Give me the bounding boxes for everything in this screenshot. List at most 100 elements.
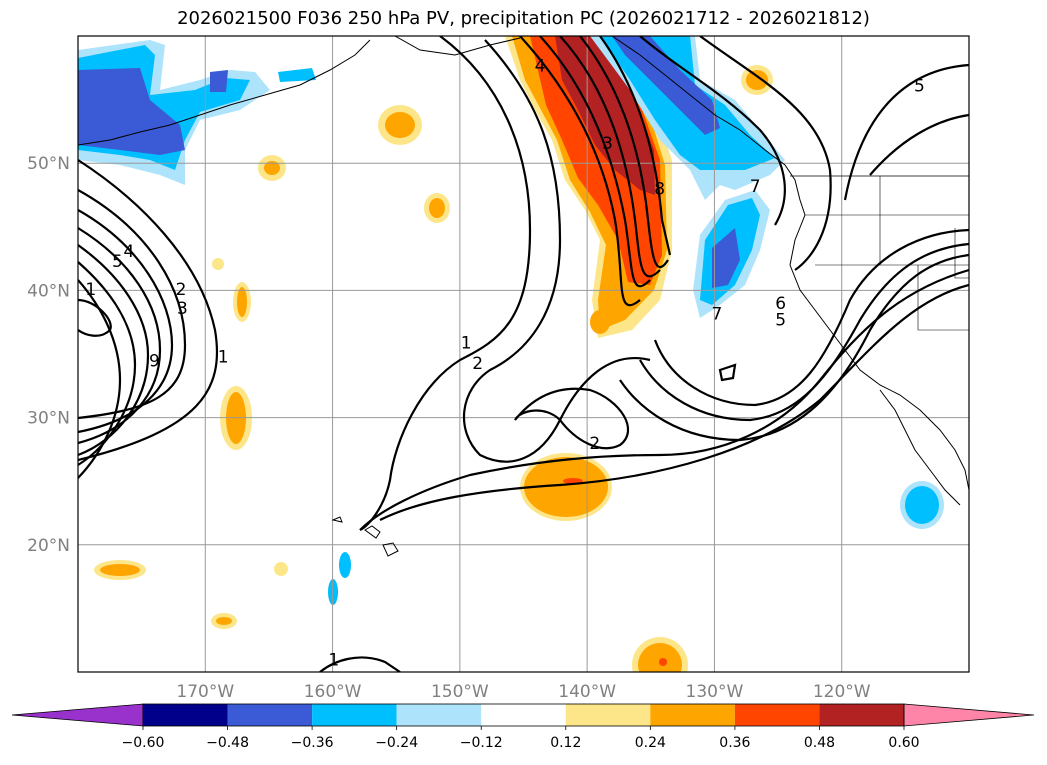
alaska-coast — [78, 39, 371, 146]
colorbar-segment — [227, 704, 313, 726]
colorbar-tick-label: 0.60 — [888, 735, 919, 751]
colorbar-segment — [650, 704, 735, 726]
pv-contour-ridge-ne-3 — [869, 113, 969, 176]
pv-contour-label: 5 — [914, 77, 925, 97]
lat-tick-label: 50°N — [27, 154, 70, 174]
precip-positive-blob — [237, 287, 247, 317]
pv-contour-label: 2 — [472, 354, 483, 374]
pv-contour-label: 3 — [602, 134, 613, 154]
lon-tick-label: 160°W — [304, 682, 362, 702]
precip-positive-blob — [659, 658, 667, 666]
lat-tick-label: 40°N — [27, 281, 70, 301]
precip-negative-small — [278, 68, 316, 82]
latitude-labels: 50°N 40°N 30°N 20°N — [27, 154, 70, 556]
pv-contour-label: 2 — [176, 280, 187, 300]
pv-contour-west-outer — [78, 159, 219, 462]
precip-negative-blob — [905, 486, 939, 524]
precip-positive-blob — [264, 161, 280, 175]
precip-negative-or-036 — [712, 228, 740, 288]
pv-contour-small — [718, 363, 737, 382]
pv-contour-jet-1 — [519, 36, 641, 307]
pv-contour-label: 8 — [654, 180, 665, 200]
pv-contours — [78, 36, 969, 672]
map-frame — [77, 35, 970, 673]
state-borders — [805, 176, 969, 331]
pv-contour-main-1 — [359, 268, 969, 531]
lat-tick-label: 30°N — [27, 409, 70, 429]
pv-contour-jet-2 — [539, 36, 651, 288]
colorbar-extend-min — [11, 703, 144, 727]
alaska-coast-2 — [394, 36, 521, 56]
pv-contour-label: 1 — [328, 650, 339, 670]
precip-negative-ak-036b — [210, 70, 228, 92]
pv-contour-west-1 — [78, 189, 187, 420]
pv-contour-label: 6 — [775, 294, 786, 314]
precip-fills — [78, 36, 944, 672]
colorbar-outline — [142, 703, 905, 727]
pv-contour-main-2 — [379, 283, 969, 521]
precip-positive-blob — [100, 564, 140, 576]
colorbar-tick-label: −0.12 — [460, 735, 503, 751]
colorbar-tick-label: 0.36 — [719, 735, 750, 751]
colorbar-segment — [819, 704, 904, 726]
bc-coast — [611, 36, 806, 216]
pv-contour-label: 2 — [589, 434, 600, 454]
pv-contour-jet-3 — [559, 36, 661, 278]
colorbar-segment — [734, 704, 820, 726]
colorbar-tick-label: 0.12 — [550, 735, 581, 751]
precip-positive-blob — [638, 643, 682, 672]
chart-title: 2026021500 F036 250 hPa PV, precipitatio… — [177, 8, 870, 29]
gridlines — [78, 36, 969, 672]
pv-contour-label: 9 — [149, 351, 160, 371]
colorbar-segment — [565, 704, 651, 726]
pv-contour-label: 7 — [750, 177, 761, 197]
lon-tick-label: 150°W — [431, 682, 489, 702]
colorbar-segment — [143, 704, 228, 726]
precip-positive-blob — [429, 198, 445, 218]
coastlines — [78, 36, 969, 557]
precip-positive-048 — [555, 36, 655, 195]
pv-contour-label: 7 — [712, 304, 723, 324]
pv-contour-bottom — [319, 656, 401, 672]
west-coast — [789, 214, 969, 491]
pv-contour-label: 5 — [112, 252, 123, 272]
lon-tick-label: 140°W — [558, 682, 616, 702]
colorbar-segment — [396, 704, 482, 726]
pv-contour-label: 1 — [461, 334, 472, 354]
pv-contour-label: 1 — [218, 348, 229, 368]
pv-contour-label: 1 — [85, 280, 96, 300]
pv-contour-west-3 — [78, 227, 162, 445]
colorbar-segment — [481, 704, 566, 726]
hawaii — [331, 516, 399, 557]
ocean-background — [78, 36, 969, 672]
precip-positive-blob — [385, 112, 415, 138]
colorbar-tick-label: −0.36 — [291, 735, 334, 751]
lon-tick-label: 120°W — [813, 682, 871, 702]
precip-positive-blob — [590, 310, 610, 334]
colorbar-tick-label: 0.48 — [804, 735, 835, 751]
lon-tick-label: 130°W — [686, 682, 744, 702]
colorbar-tick-label: 0.24 — [635, 735, 666, 751]
colorbar-extend-max — [903, 703, 1035, 727]
precip-positive-blob — [212, 258, 224, 270]
pv-contour-label: 3 — [177, 299, 188, 319]
precip-negative-bc-036 — [612, 36, 720, 135]
precip-negative-ak-036 — [78, 68, 185, 155]
precip-positive-blob — [274, 562, 288, 576]
pv-contour-west-inner — [78, 298, 112, 337]
pv-contour-label: 4 — [535, 56, 546, 76]
pv-contour-trough-1 — [359, 36, 532, 531]
pv-contour-main-5 — [653, 228, 969, 407]
lon-tick-label: 170°W — [176, 682, 234, 702]
colorbar-tick-label: −0.48 — [206, 735, 249, 751]
pv-contour-main-3 — [619, 253, 969, 442]
precip-negative-blob — [339, 552, 351, 578]
colorbar-segment — [312, 704, 397, 726]
pv-contour-jet-4 — [579, 36, 669, 268]
lat-tick-label: 20°N — [27, 536, 70, 556]
pv-contour-bc-inner — [639, 36, 786, 226]
pv-contour-jet-5 — [599, 36, 672, 256]
baja — [879, 389, 961, 506]
